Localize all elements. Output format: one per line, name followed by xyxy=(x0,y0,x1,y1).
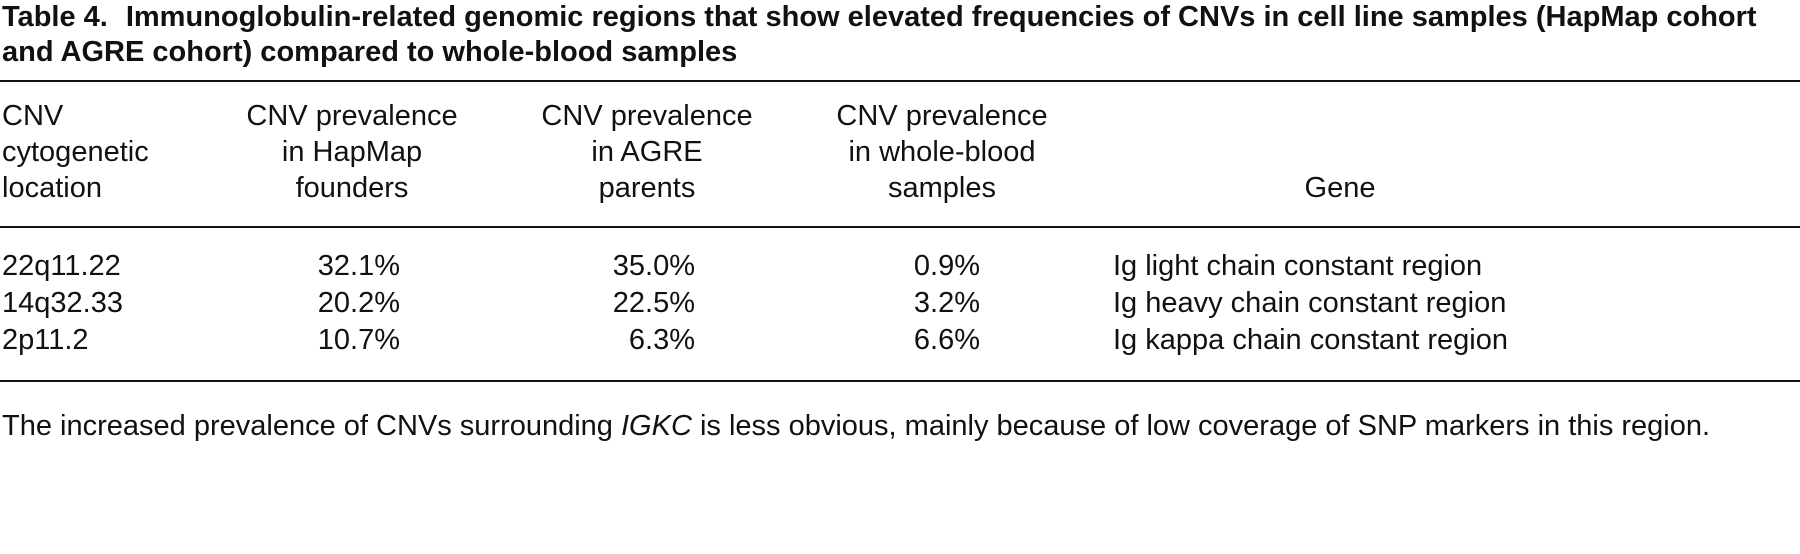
cell-agre: 22.5% xyxy=(612,287,695,319)
cell-whole-blood: 0.9% xyxy=(913,250,980,282)
cell-agre: 6.3% xyxy=(628,324,695,356)
cell-gene: Ig light chain constant region xyxy=(1113,250,1483,282)
header-location: CNV cytogenetic location xyxy=(2,100,149,204)
top-rule xyxy=(0,80,1800,82)
cell-whole-blood: 3.2% xyxy=(913,287,980,319)
table-row: 22q11.22 32.1% 35.0% 0.9% Ig light chain… xyxy=(0,248,1800,284)
cell-hapmap: 32.1% xyxy=(317,250,400,282)
gene-symbol: IGKC xyxy=(621,410,692,442)
header-gene: Gene xyxy=(1304,172,1376,204)
cell-hapmap: 10.7% xyxy=(317,324,400,356)
header-agre: CNV prevalence in AGRE parents xyxy=(541,100,753,204)
cell-location: 22q11.22 xyxy=(2,250,121,282)
cell-location: 2p11.2 xyxy=(2,324,89,356)
cell-gene: Ig kappa chain constant region xyxy=(1113,324,1508,356)
bottom-rule xyxy=(0,380,1800,382)
table-footnote: The increased prevalence of CNVs surroun… xyxy=(2,410,1711,442)
table-row: 14q32.33 20.2% 22.5% 3.2% Ig heavy chain… xyxy=(0,285,1800,321)
header-whole-blood: CNV prevalence in whole-blood samples xyxy=(836,100,1048,204)
header-hapmap: CNV prevalence in HapMap founders xyxy=(246,100,458,204)
table-title: Immunoglobulin-related genomic regions t… xyxy=(2,1,1757,68)
cell-agre: 35.0% xyxy=(612,250,695,282)
table-row: 2p11.2 10.7% 6.3% 6.6% Ig kappa chain co… xyxy=(0,322,1800,358)
table-label: Table 4. xyxy=(2,1,108,33)
table-caption: Table 4. Immunoglobulin-related genomic r… xyxy=(2,0,1792,70)
cell-location: 14q32.33 xyxy=(2,287,123,319)
cell-hapmap: 20.2% xyxy=(317,287,400,319)
cell-gene: Ig heavy chain constant region xyxy=(1113,287,1507,319)
cell-whole-blood: 6.6% xyxy=(913,324,980,356)
header-rule xyxy=(0,226,1800,228)
